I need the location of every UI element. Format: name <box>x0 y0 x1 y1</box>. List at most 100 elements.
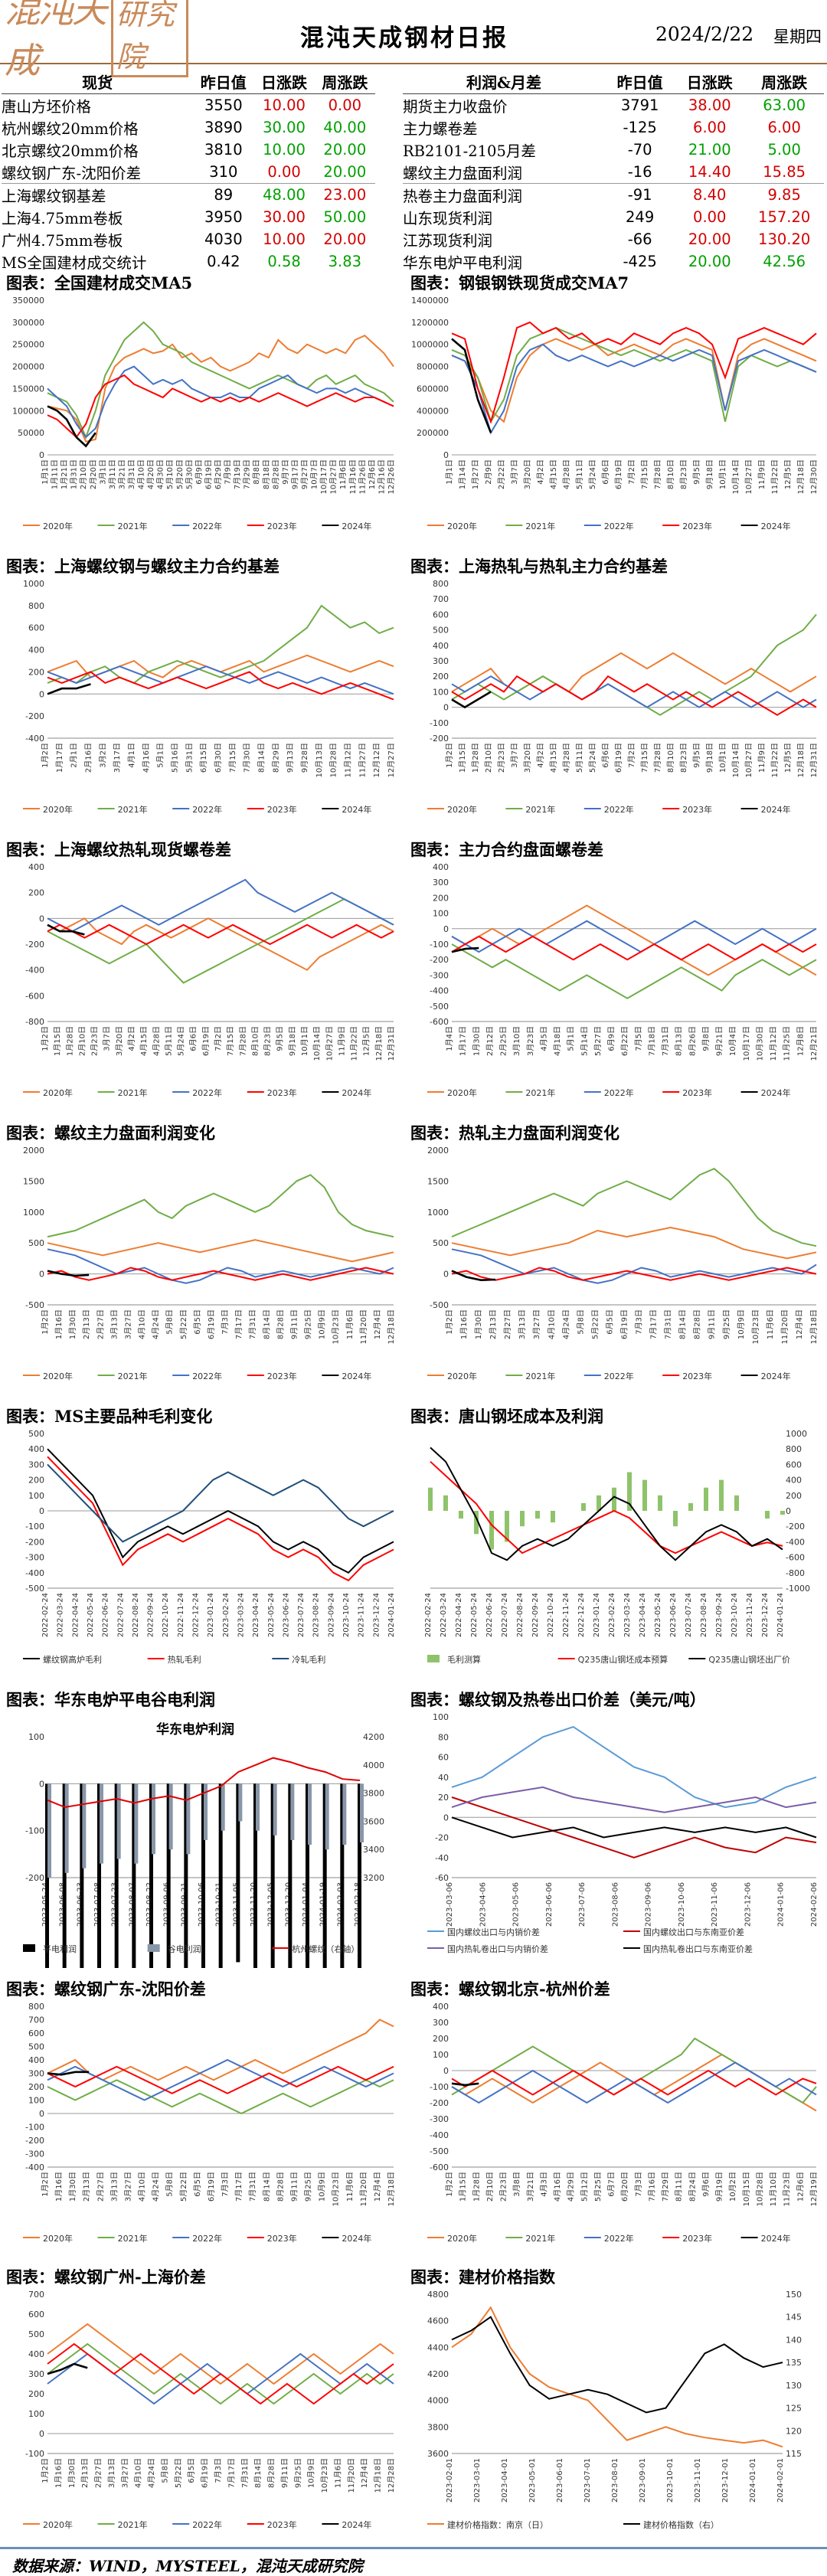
x-tick-label: 2月9日 <box>484 459 493 485</box>
legend-label: 2022年 <box>192 521 222 531</box>
chart-title: 图表：螺纹钢广东-沈阳价差 <box>6 1979 206 1999</box>
series-line <box>451 2316 783 2414</box>
bar-mark <box>166 1783 171 1968</box>
legend-label: 2020年 <box>43 521 73 531</box>
row-day-change: 30.00 <box>263 118 306 136</box>
row-week-change: 5.00 <box>767 140 801 159</box>
bar-mark <box>342 1783 347 1845</box>
series-line <box>430 1447 783 1561</box>
x-tick-label: 7月17日 <box>649 1309 659 1339</box>
y-tick-label: 300 <box>433 656 449 666</box>
chart-title: 图表：上海螺纹热轧现货螺卷差 <box>6 840 231 859</box>
row-value: -16 <box>605 160 675 184</box>
row-day-change: 6.00 <box>693 118 727 136</box>
x-tick-label: 9月19日 <box>715 2172 724 2202</box>
x-tick-label: 4月10日 <box>138 2172 147 2202</box>
y-tick-label: 600 <box>28 2310 44 2319</box>
y2-tick-label: 3200 <box>363 1873 384 1883</box>
y-tick-label: -100 <box>430 718 449 728</box>
x-tick-label: 3月13日 <box>107 2458 116 2488</box>
x-tick-label: 10月17日 <box>742 1026 751 1061</box>
legend-label: 热轧毛利 <box>168 1654 201 1665</box>
col-header: 昨日值 <box>193 70 254 94</box>
y-tick-label: 300 <box>28 2369 44 2379</box>
x-tick-label: 3月7日 <box>103 1026 112 1051</box>
x-tick-label: 12月6日 <box>368 459 377 489</box>
chart-svg: 华东电炉利润 -200 -100 0 100 3200 3400 3600 3800 4000 42… <box>23 1721 384 1968</box>
row-value: -425 <box>623 252 657 270</box>
col-header: 昨日值 <box>605 70 675 94</box>
x-tick-label: 4月10日 <box>547 1309 556 1339</box>
x-tick-label: 9月6日 <box>701 2172 711 2197</box>
y2-tick-label: 125 <box>786 2404 802 2414</box>
x-tick-label: 10月9日 <box>318 1309 327 1339</box>
chart-title: 图表：上海螺纹钢与螺纹主力合约基差 <box>6 557 279 576</box>
x-tick-label: 8月28日 <box>267 2458 276 2488</box>
bar-mark <box>236 1783 240 1963</box>
row-day-change: 0.00 <box>253 160 315 184</box>
y-tick-label: 20 <box>438 1793 449 1803</box>
chart-svg: -800 -600 -400 -200 0 200 400 1月2日 1月15日 1月28日 2月1… <box>23 862 396 1098</box>
row-week-change: 20.00 <box>323 140 367 159</box>
series-line <box>451 920 817 953</box>
x-tick-label: 12月18日 <box>374 2458 383 2493</box>
x-tick-label: 3月27日 <box>532 1309 541 1339</box>
x-tick-label: 11月9日 <box>757 459 767 489</box>
row-week-change: 20.00 <box>314 160 375 184</box>
x-tick-label: 7月28日 <box>238 1026 247 1056</box>
x-tick-label: 2024-01-24 <box>387 1593 396 1637</box>
y2-tick-label: 0 <box>786 1506 791 1516</box>
x-tick-label: 10月14日 <box>731 743 740 777</box>
x-tick-label: 2月10日 <box>77 1026 87 1056</box>
series-line <box>451 1168 817 1247</box>
x-tick-label: 9月11日 <box>289 2172 299 2202</box>
bar-mark <box>658 1495 662 1511</box>
y-tick-label: 400 <box>28 646 44 655</box>
profit-spread-table: 利润&月差 昨日值 日涨跌 周涨跌 期货主力收盘价 3791 38.00 63.00 主… <box>403 70 824 273</box>
legend-label: 2021年 <box>118 1087 148 1098</box>
y-tick-label: 600000 <box>417 384 449 394</box>
x-tick-label: 6月19日 <box>614 459 623 489</box>
row-week-change: 42.56 <box>763 252 806 270</box>
chart-panel: -100 0 100 200 300 400 500 600 700 1月2日 1月16日 1月30日… <box>0 2264 404 2544</box>
x-tick-label: 8月10日 <box>250 1026 260 1056</box>
y2-tick-label: 200 <box>786 1491 802 1501</box>
x-tick-label: 2022-11-24 <box>177 1593 185 1637</box>
series-line <box>47 2058 394 2101</box>
legend-label: 2024年 <box>342 2233 371 2244</box>
row-week-change: 3.83 <box>328 252 362 270</box>
x-tick-label: 2023-03-24 <box>623 1593 632 1637</box>
x-tick-label: 10月27日 <box>325 1026 334 1061</box>
y-tick-label: -100 <box>25 1826 44 1836</box>
x-tick-label: 10月7日 <box>310 459 319 489</box>
y-tick-label: 700 <box>28 2290 44 2300</box>
y-tick-label: -200 <box>25 1873 44 1883</box>
x-tick-label: 12月5日 <box>783 459 793 489</box>
bar-mark <box>45 1783 49 1968</box>
x-tick-label: 3月7日 <box>510 743 519 768</box>
legend-label: 2023年 <box>267 1371 297 1381</box>
spot-price-table: 现货 昨日值 日涨跌 周涨跌 唐山方坯价格 3550 10.00 0.00 杭州螺纹20… <box>2 70 375 273</box>
y-tick-label: 500 <box>433 626 449 636</box>
legend-label: 2021年 <box>118 2233 148 2244</box>
legend-label: 2021年 <box>525 804 555 815</box>
bar-mark <box>734 1495 739 1511</box>
legend-label: 2020年 <box>447 1087 477 1098</box>
bar-mark <box>116 1783 121 1859</box>
x-tick-label: 5月1日 <box>567 1026 576 1051</box>
x-tick-label: 8月10日 <box>666 459 675 489</box>
x-tick-label: 1月1日 <box>445 459 454 485</box>
x-tick-label: 12月26日 <box>387 459 396 494</box>
x-tick-label: 4月2日 <box>127 1026 136 1051</box>
x-tick-label: 12月18日 <box>796 743 806 777</box>
chart-title: 图表：唐山钢坯成本及利润 <box>410 1407 603 1426</box>
x-tick-label: 2月22日 <box>497 459 506 489</box>
legend-label: 毛利测算 <box>447 1654 481 1665</box>
x-tick-label: 1月30日 <box>68 2172 77 2202</box>
row-day-change: 20.00 <box>688 230 731 248</box>
x-tick-label: 1月2日 <box>445 1309 454 1335</box>
y-tick-label: -600 <box>25 991 44 1001</box>
x-tick-label: 12月18日 <box>387 2172 396 2206</box>
legend-label: 2023年 <box>267 521 297 531</box>
legend-label: 2022年 <box>604 1087 634 1098</box>
